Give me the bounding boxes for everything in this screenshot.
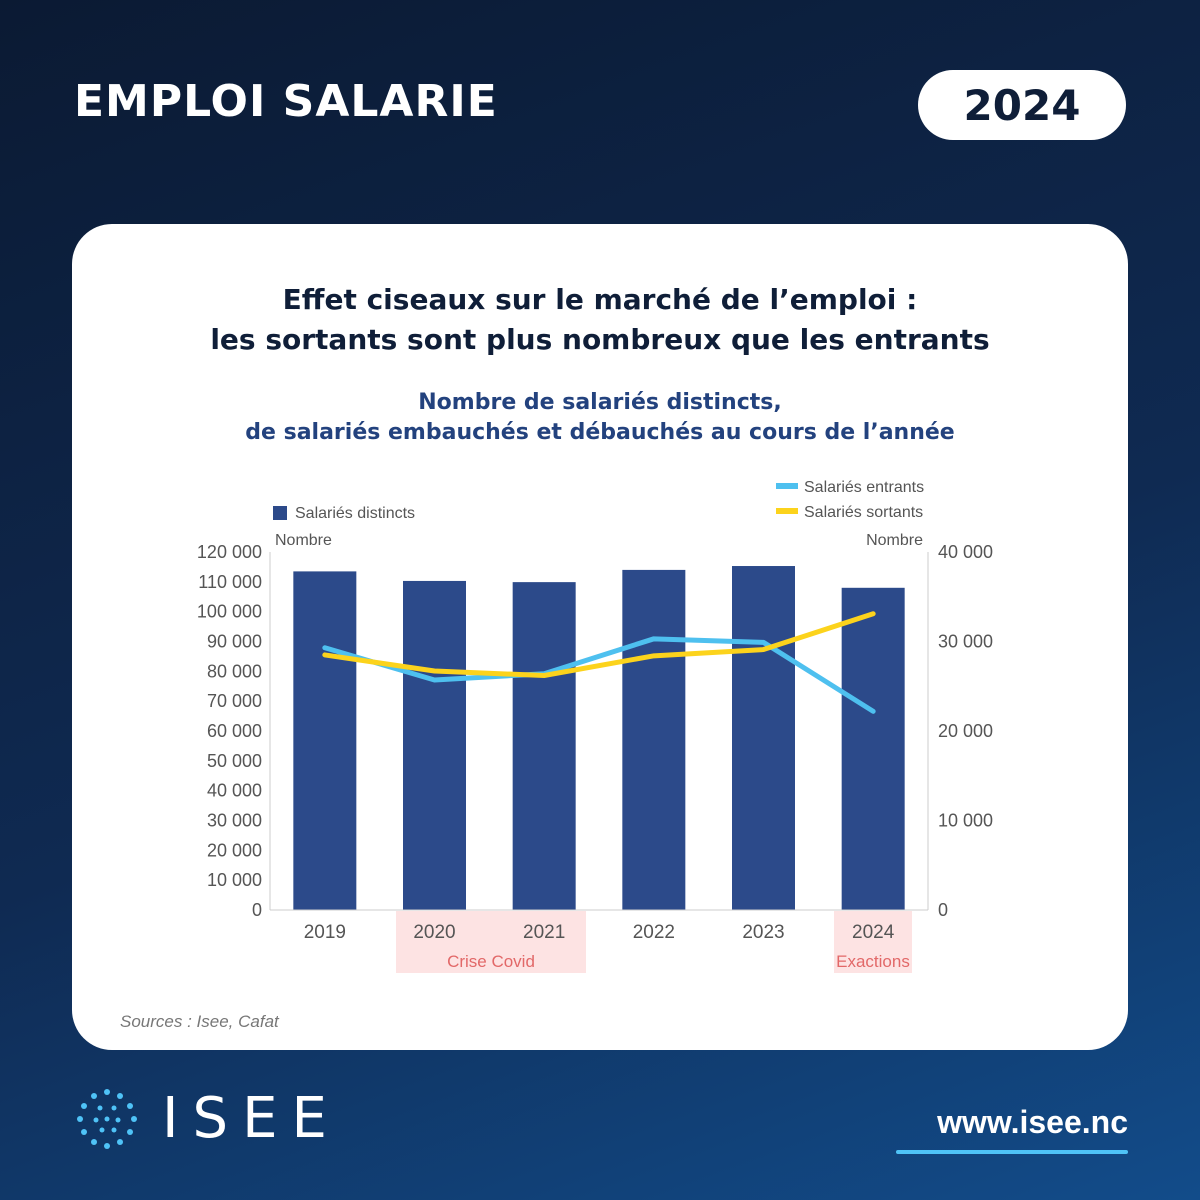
isee-logo-text: ISEE [162, 1086, 341, 1151]
left-tick-label: 40 000 [207, 781, 262, 801]
chart: Salariés distincts Salariés entrants Sal… [197, 479, 993, 973]
bar-2019 [293, 571, 357, 910]
x-label-2021: 2021 [523, 922, 565, 943]
left-tick-label: 80 000 [207, 661, 262, 681]
left-tick-label: 30 000 [207, 811, 262, 831]
card-title-line2: les sortants sont plus nombreux que les … [210, 323, 990, 356]
line-sortants [322, 611, 876, 679]
header-title: EMPLOI SALARIE [74, 76, 498, 127]
right-tick-label: 30 000 [938, 632, 993, 652]
legend-sortants-swatch [776, 508, 798, 514]
highlight-exactions [834, 911, 912, 973]
left-tick-label: 20 000 [207, 840, 262, 860]
line-entrants [322, 636, 876, 714]
source-note: Sources : Isee, Cafat [120, 1012, 279, 1031]
legend-bar-swatch [273, 506, 287, 520]
bar-2024 [841, 587, 905, 910]
left-axis-ticks: 0 10 000 20 000 30 000 40 000 50 000 60 000 70 … [197, 542, 262, 920]
x-label-2019: 2019 [304, 922, 346, 943]
highlight-covid [396, 911, 586, 973]
annotation-covid: Crise Covid [447, 952, 535, 971]
right-axis-ticks: 0 10 000 20 000 30 000 40 000 [938, 542, 993, 920]
bar-2022 [622, 569, 686, 910]
website-underline [896, 1150, 1128, 1154]
card-title-line1: Effet ciseaux sur le marché de l’emploi … [282, 283, 918, 316]
annotation-exactions: Exactions [836, 952, 910, 971]
right-axis-title: Nombre [866, 532, 923, 549]
left-tick-label: 100 000 [197, 602, 262, 622]
bar-2023 [732, 566, 795, 910]
left-tick-label: 120 000 [197, 542, 262, 562]
bar-2021 [512, 582, 576, 910]
left-tick-label: 50 000 [207, 751, 262, 771]
card-subtitle: Nombre de salariés distincts, de salarié… [72, 388, 1128, 448]
right-tick-label: 10 000 [938, 811, 993, 831]
card-subtitle-line1: Nombre de salariés distincts, [418, 390, 782, 415]
legend-bar-label: Salariés distincts [295, 505, 415, 522]
right-tick-label: 20 000 [938, 721, 993, 741]
right-tick-label: 40 000 [938, 542, 993, 562]
bar-2020 [403, 580, 466, 910]
left-tick-label: 90 000 [207, 632, 262, 652]
x-label-2022: 2022 [633, 922, 675, 943]
right-tick-label: 0 [938, 900, 948, 920]
x-axis-labels: 2019 2020 2021 2022 2023 2024 [304, 922, 895, 943]
legend-sortants-label: Salariés sortants [804, 504, 923, 521]
isee-logo-icon [77, 1089, 137, 1149]
left-tick-label: 70 000 [207, 691, 262, 711]
year-badge: 2024 [918, 70, 1126, 140]
left-tick-label: 0 [252, 900, 262, 920]
left-axis-title: Nombre [275, 532, 332, 549]
legend-entrants-label: Salariés entrants [804, 479, 924, 496]
x-label-2023: 2023 [742, 922, 784, 943]
x-label-2020: 2020 [413, 922, 455, 943]
left-tick-label: 10 000 [207, 870, 262, 890]
x-label-2024: 2024 [852, 922, 895, 943]
left-tick-label: 110 000 [198, 572, 262, 592]
legend-entrants-swatch [776, 483, 798, 489]
bar-series [293, 566, 905, 910]
left-tick-label: 60 000 [207, 721, 262, 741]
card-title: Effet ciseaux sur le marché de l’emploi … [72, 280, 1128, 360]
chart-card: Effet ciseaux sur le marché de l’emploi … [72, 224, 1128, 1050]
website-link[interactable]: www.isee.nc [937, 1104, 1128, 1140]
card-subtitle-line2: de salariés embauchés et débauchés au co… [245, 420, 955, 445]
